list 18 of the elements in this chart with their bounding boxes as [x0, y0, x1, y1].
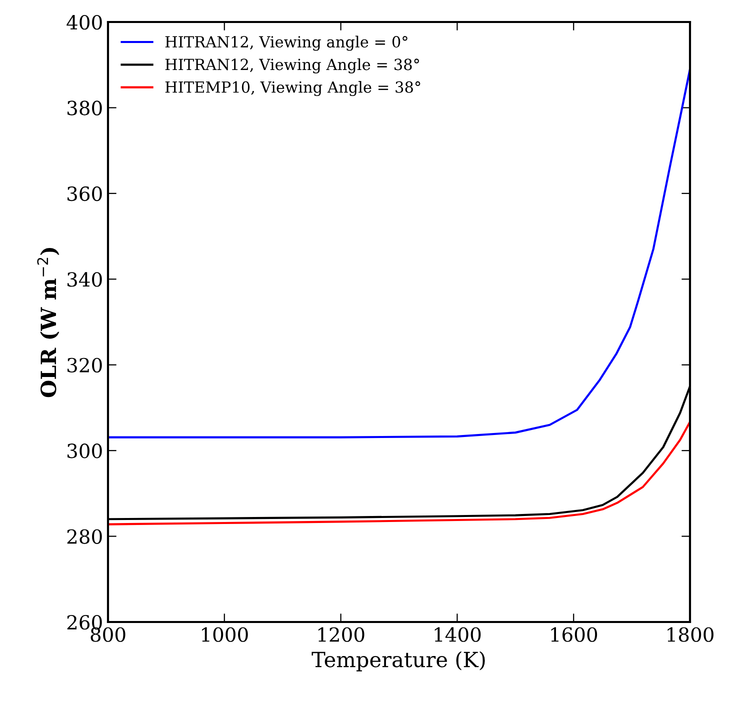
x-tick-label: 1600 [551, 627, 598, 642]
x-tick-label: 1000 [202, 627, 248, 642]
x-tick-label: 1800 [668, 627, 714, 642]
line-series [108, 420, 690, 526]
legend-label: HITEMP10, Viewing Angle = 38° [165, 81, 420, 96]
legend-label: HITRAN12, Viewing Angle = 38° [165, 58, 419, 74]
legend-label: HITRAN12, Viewing angle = 0° [165, 36, 408, 51]
y-tick-label: 280 [67, 529, 102, 544]
y-axis-title: OLR (W m$^{−2}$) [37, 248, 60, 398]
y-tick-label: 320 [68, 358, 102, 373]
y-tick-label: 300 [68, 444, 102, 458]
x-tick-label: 1200 [318, 627, 364, 642]
x-tick-label: 1400 [434, 627, 481, 642]
x-axis-title: Temperature (K) [312, 651, 485, 672]
y-tick-label: 400 [66, 14, 102, 30]
y-tick-label: 360 [68, 186, 102, 202]
y-tick-label: 380 [68, 100, 102, 116]
y-tick-label: 340 [68, 272, 102, 287]
